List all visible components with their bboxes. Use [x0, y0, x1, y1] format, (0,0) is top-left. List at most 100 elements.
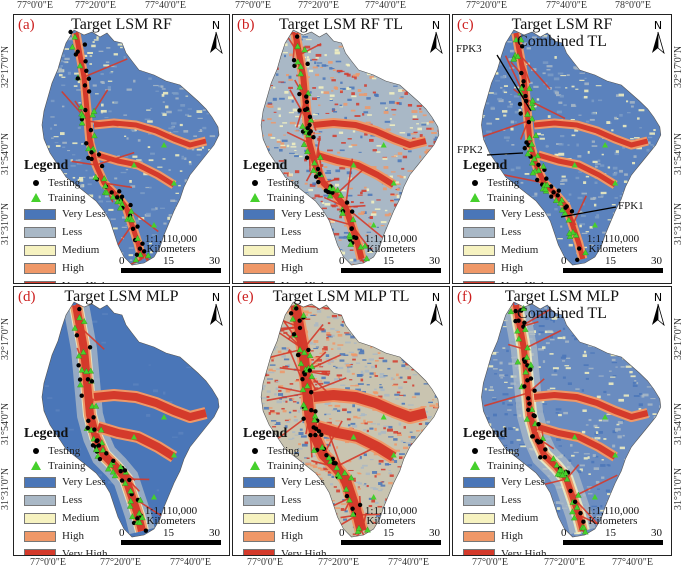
testing-point [535, 438, 540, 444]
training-point [363, 255, 370, 262]
scale-bar: 1:1,110,000 Kilometers 0 15 30 [119, 233, 221, 273]
panel-label: (a) [18, 17, 35, 33]
training-point [515, 335, 523, 342]
left-tick-label: 31°54'0"N [0, 132, 11, 175]
testing-point [308, 432, 313, 438]
panel-title-line1: Target LSM MLP [504, 288, 620, 305]
training-point [563, 475, 571, 482]
testing-point [83, 107, 88, 113]
training-point [121, 479, 129, 486]
panel-title-line1: Target LSM RF [511, 16, 613, 33]
testing-point [89, 379, 95, 384]
testing-point [521, 79, 526, 84]
sample-points [68, 29, 177, 263]
testing-point [76, 363, 81, 368]
testing-point [576, 246, 582, 251]
testing-point [315, 166, 321, 172]
testing-point [119, 194, 125, 199]
training-point [333, 464, 341, 471]
testing-point [313, 174, 319, 179]
training-point [571, 514, 578, 521]
testing-point [291, 332, 297, 337]
training-point [107, 461, 115, 468]
susceptibility-map [481, 29, 662, 266]
callout-fpk2: FPK2 [457, 144, 483, 156]
testing-point [295, 352, 301, 358]
training-point [527, 146, 535, 152]
training-point [520, 304, 527, 311]
region-boundary [481, 29, 662, 266]
legend-class: Very High [243, 277, 327, 283]
testing-point [513, 308, 518, 314]
sample-points [291, 34, 397, 262]
training-point [582, 249, 589, 256]
training-point [390, 180, 397, 186]
testing-point [73, 52, 79, 57]
testing-point [526, 407, 531, 413]
training-point [330, 185, 337, 192]
training-point [569, 228, 577, 235]
training-point [573, 503, 581, 510]
susceptibility-map [481, 301, 662, 538]
training-point [307, 116, 315, 123]
legend-training: Training [24, 458, 108, 473]
testing-point [86, 76, 92, 81]
training-point [131, 434, 137, 440]
testing-point [117, 189, 122, 194]
panel-title: Target LSM MLP TL [233, 288, 449, 305]
legend-class: Very High [24, 545, 108, 555]
training-point [76, 314, 83, 321]
training-point [111, 472, 119, 479]
testing-point [519, 70, 524, 76]
top-tick-label: 77°20'0"E [298, 0, 339, 11]
training-point [109, 193, 117, 200]
legend-testing: Testing [463, 175, 547, 190]
panel-title: Target LSM RF [14, 16, 229, 33]
training-point [299, 122, 306, 129]
training-point [77, 381, 84, 388]
testing-point [319, 432, 324, 437]
top-tick-label: 77°0'0"E [235, 0, 271, 11]
panel-label: (c) [457, 17, 474, 33]
testing-point [297, 325, 303, 331]
testing-point [313, 409, 318, 414]
testing-point [528, 367, 533, 372]
training-point [117, 204, 124, 211]
testing-point [555, 193, 560, 198]
legend-class: Less [243, 223, 327, 241]
panel-label: (f) [457, 289, 472, 305]
testing-point [300, 376, 305, 382]
training-point [591, 222, 598, 228]
panel-label: (d) [18, 289, 36, 305]
testing-point [84, 68, 89, 74]
bottom-tick-label: 77°0'0"E [30, 557, 66, 568]
testing-point [548, 184, 554, 189]
legend-class: Less [24, 491, 108, 509]
testing-point [75, 76, 81, 81]
training-point [524, 344, 531, 351]
training-point [78, 119, 86, 126]
testing-point [568, 488, 573, 494]
training-point [347, 474, 355, 481]
testing-point [96, 152, 102, 157]
map-legend: Legend Testing Training Very Less Less Medium… [243, 426, 327, 555]
testing-point [536, 421, 541, 427]
legend-class: High [24, 259, 108, 277]
panel-label: (b) [237, 17, 255, 33]
top-tick-label: 77°40'0"E [546, 0, 587, 11]
testing-point [569, 209, 575, 214]
training-point [552, 196, 560, 203]
testing-point [134, 252, 140, 257]
testing-point [575, 257, 580, 262]
training-point [347, 240, 354, 247]
callout-leader-line [560, 206, 617, 218]
training-point [304, 147, 311, 154]
testing-point [522, 320, 527, 325]
susceptibility-map [41, 301, 220, 538]
training-point [129, 513, 136, 520]
training-point [553, 461, 561, 468]
left-tick-label: 32°17'0"N [673, 317, 684, 360]
legend-class: Very Less [463, 205, 547, 223]
testing-point [313, 432, 318, 438]
legend-training: Training [243, 458, 327, 473]
